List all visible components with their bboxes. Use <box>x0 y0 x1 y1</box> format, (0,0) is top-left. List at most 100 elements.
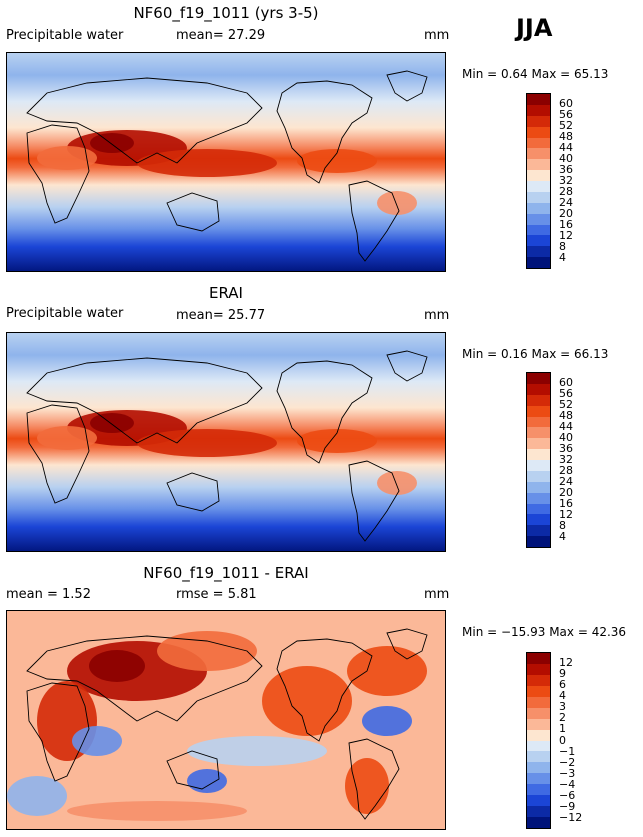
moisture-maximum-region <box>90 133 134 153</box>
colorbar-swatch <box>527 191 550 203</box>
colorbar-swatch <box>527 514 550 526</box>
colorbar-swatch <box>527 159 550 171</box>
colorbar-swatch <box>527 224 550 236</box>
colorbar-tick-label: −3 <box>559 766 576 780</box>
colorbar-tick-label: 52 <box>559 398 573 411</box>
colorbar-tick-label: 1 <box>559 722 566 736</box>
colorbar-swatch <box>527 438 550 450</box>
colorbar-swatch <box>527 718 550 730</box>
colorbar-swatch <box>527 470 550 482</box>
colorbar-swatch <box>527 394 550 406</box>
colorbar-tick-label: 48 <box>559 409 573 422</box>
colorbar-swatch <box>527 213 550 225</box>
colorbar-swatch <box>527 817 550 828</box>
panel-2-map <box>6 332 446 552</box>
colorbar-tick-label: 4 <box>559 251 566 264</box>
colorbar-swatch <box>527 170 550 181</box>
panel-1-colorbar <box>526 93 551 269</box>
colorbar-tick-label: 12 <box>559 656 573 670</box>
colorbar-swatch <box>527 707 550 719</box>
coastline <box>26 404 90 504</box>
difference-anomaly-region <box>347 646 427 696</box>
panel-2-title: ERAI <box>209 284 243 302</box>
colorbar-tick-label: 20 <box>559 486 573 499</box>
colorbar-tick-label: 6 <box>559 678 566 692</box>
colorbar-swatch <box>527 202 550 214</box>
colorbar-swatch <box>527 696 550 708</box>
panel-3-units-label: mm <box>424 587 450 602</box>
colorbar-swatch <box>527 503 550 515</box>
colorbar-tick-label: 16 <box>559 497 573 510</box>
coastline <box>26 124 90 224</box>
colorbar-swatch <box>527 795 550 807</box>
difference-anomaly-region <box>89 650 145 682</box>
panel-3-rmse-label: rmse = 5.81 <box>176 587 257 602</box>
colorbar-tick-label: 60 <box>559 376 573 389</box>
colorbar-swatch <box>527 663 550 675</box>
colorbar-tick-label: −6 <box>559 788 576 802</box>
colorbar-swatch <box>527 449 550 460</box>
map-field-svg <box>7 333 445 551</box>
colorbar-swatch <box>527 235 550 247</box>
colorbar-swatch <box>527 729 550 741</box>
colorbar-swatch <box>527 405 550 417</box>
moisture-maximum-region <box>137 429 277 457</box>
colorbar-swatch <box>527 525 550 537</box>
colorbar-swatch <box>527 416 550 428</box>
coastline <box>166 192 220 232</box>
colorbar-swatch <box>527 104 550 116</box>
map-field-svg <box>7 53 445 271</box>
colorbar-tick-label: 24 <box>559 196 573 209</box>
colorbar-swatch <box>527 674 550 686</box>
colorbar-swatch <box>527 115 550 127</box>
colorbar-tick-label: −4 <box>559 777 576 791</box>
coastline <box>26 635 263 722</box>
coastline <box>166 472 220 512</box>
colorbar-tick-label: 32 <box>559 174 573 187</box>
colorbar-tick-label: 0 <box>559 733 566 747</box>
moisture-maximum-region <box>137 149 277 177</box>
panel-2-min-max: Min = 0.16 Max = 66.13 <box>462 347 609 361</box>
coastline <box>276 80 373 184</box>
coastline <box>348 180 400 262</box>
colorbar-swatch <box>527 94 550 105</box>
colorbar-swatch <box>527 383 550 395</box>
panel-2-mean-label: mean= 25.77 <box>176 308 266 323</box>
moisture-maximum-region <box>377 471 417 495</box>
colorbar-swatch <box>527 257 550 268</box>
colorbar-tick-label: 20 <box>559 207 573 220</box>
colorbar-swatch <box>527 246 550 258</box>
difference-anomaly-region <box>187 769 227 793</box>
colorbar-swatch <box>527 536 550 547</box>
colorbar-tick-label: 16 <box>559 218 573 231</box>
coastline <box>386 70 428 102</box>
moisture-maximum-region <box>297 149 377 173</box>
colorbar-tick-label: 36 <box>559 442 573 455</box>
colorbar-tick-label: 28 <box>559 464 573 477</box>
colorbar-tick-label: 40 <box>559 152 573 165</box>
colorbar-swatch <box>527 481 550 493</box>
coastline <box>26 682 90 782</box>
panel-3-min-max: Min = −15.93 Max = 42.36 <box>462 625 627 639</box>
colorbar-swatch <box>527 427 550 439</box>
panel-1-min-max: Min = 0.64 Max = 65.13 <box>462 67 609 81</box>
colorbar-tick-label: 24 <box>559 475 573 488</box>
colorbar-tick-label: −1 <box>559 744 576 758</box>
coastline <box>26 357 263 444</box>
colorbar-swatch <box>527 148 550 160</box>
colorbar-swatch <box>527 126 550 138</box>
season-label: JJA <box>516 14 553 42</box>
coastline <box>348 738 400 820</box>
coastline <box>166 750 220 790</box>
colorbar-tick-label: 8 <box>559 240 566 253</box>
panel-1-units-label: mm <box>424 28 450 43</box>
moisture-maximum-region <box>297 429 377 453</box>
colorbar-tick-label: 32 <box>559 453 573 466</box>
colorbar-swatch <box>527 685 550 697</box>
moisture-maximum-region <box>37 426 97 450</box>
colorbar-swatch <box>527 460 550 471</box>
panel-3-title: NF60_f19_1011 - ERAI <box>143 564 309 582</box>
colorbar-tick-label: −2 <box>559 755 576 769</box>
difference-anomaly-region <box>362 706 412 736</box>
colorbar-tick-label: −12 <box>559 810 583 824</box>
